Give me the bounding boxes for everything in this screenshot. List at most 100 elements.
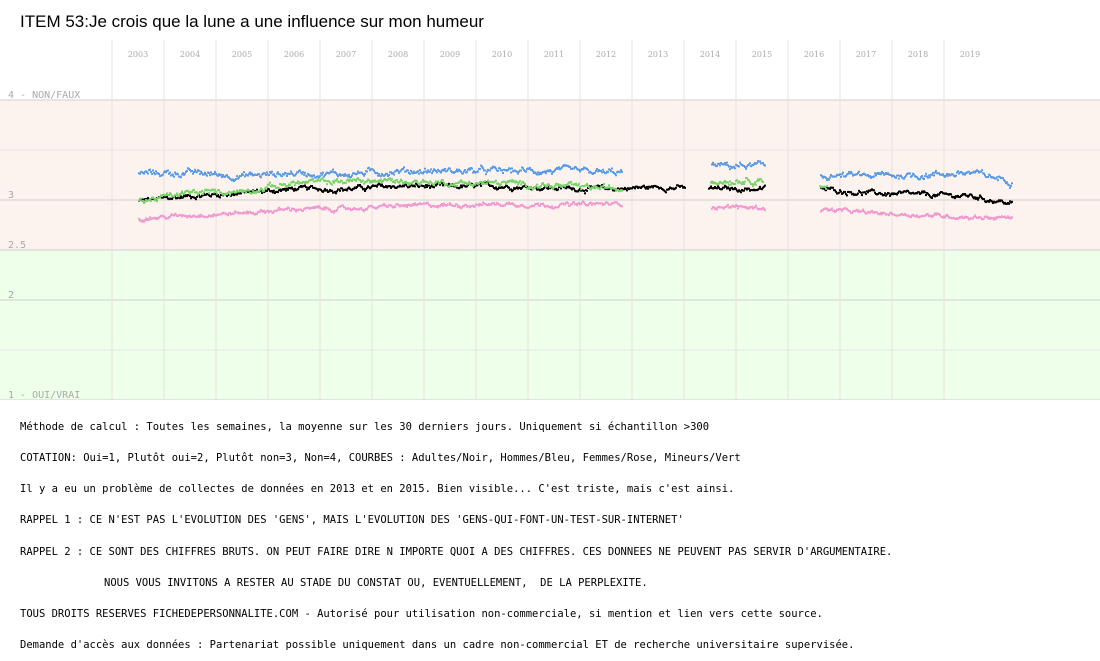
data-point [378, 173, 380, 175]
data-point [510, 171, 512, 174]
data-point [762, 162, 764, 165]
note-data-access: Demande d'accès aux données : Partenaria… [20, 639, 855, 652]
data-point [186, 195, 188, 198]
data-point [497, 187, 499, 190]
data-point [932, 215, 934, 217]
data-point [404, 205, 406, 208]
data-point [472, 185, 474, 188]
data-point [245, 191, 247, 194]
data-point [380, 184, 382, 187]
data-point [830, 174, 832, 176]
data-point [744, 180, 746, 183]
data-point [746, 188, 748, 191]
data-point [599, 188, 601, 191]
data-point [273, 189, 275, 192]
data-point [311, 179, 313, 182]
data-point [531, 168, 533, 171]
data-point [542, 202, 544, 205]
data-point [933, 174, 935, 177]
data-point [359, 179, 361, 181]
data-point [400, 169, 402, 172]
data-point [829, 187, 831, 190]
x-tick-label: 2008 [388, 50, 408, 59]
data-point [933, 213, 935, 216]
data-point [238, 190, 240, 193]
data-point [553, 186, 555, 189]
data-point [626, 189, 628, 192]
data-point [334, 190, 336, 193]
data-point [166, 195, 168, 198]
series-femmes [138, 200, 1013, 223]
data-point [725, 163, 727, 166]
data-point [186, 216, 188, 219]
data-point [934, 171, 936, 174]
data-point [549, 169, 551, 172]
data-point [393, 173, 395, 176]
data-point [864, 191, 866, 194]
data-point [518, 181, 520, 184]
data-point [566, 184, 568, 186]
data-point [242, 212, 244, 215]
data-point [447, 168, 449, 171]
data-point [197, 215, 199, 218]
x-tick-label: 2018 [908, 50, 928, 59]
data-point [452, 184, 454, 187]
data-point [324, 188, 326, 191]
data-point [621, 205, 623, 208]
data-point [898, 177, 900, 180]
data-point [927, 213, 929, 216]
x-tick-label: 2013 [648, 50, 668, 59]
data-point [360, 207, 362, 210]
data-point [520, 169, 522, 172]
data-point [244, 175, 246, 178]
data-point [251, 192, 253, 195]
data-point [154, 199, 156, 202]
data-point [584, 192, 586, 195]
data-point [734, 183, 736, 185]
data-point [231, 193, 233, 196]
data-point [933, 193, 935, 196]
data-point [579, 170, 581, 173]
data-point [423, 185, 425, 188]
data-point [533, 204, 535, 207]
data-point [665, 191, 667, 194]
data-point [590, 201, 592, 204]
data-point [532, 170, 534, 173]
data-point [233, 212, 235, 215]
data-point [623, 188, 625, 191]
data-point [724, 162, 726, 164]
data-point [759, 185, 761, 188]
data-point [204, 171, 206, 174]
data-point [571, 202, 573, 205]
data-point [418, 186, 420, 188]
data-point [997, 179, 999, 182]
data-point [268, 183, 270, 186]
data-point [294, 209, 296, 212]
data-point [580, 203, 582, 205]
data-point [607, 202, 609, 205]
data-point [213, 191, 215, 194]
data-point [883, 194, 885, 197]
data-point [737, 190, 739, 193]
data-point [247, 174, 249, 177]
data-point [390, 179, 392, 182]
data-point [711, 207, 713, 210]
data-point [346, 174, 348, 177]
data-point [625, 188, 627, 191]
data-point [920, 192, 922, 195]
data-point [465, 181, 467, 184]
data-point [290, 170, 292, 173]
data-point [1008, 184, 1010, 187]
data-point [537, 202, 539, 205]
data-point [540, 173, 542, 175]
data-point [296, 182, 298, 185]
data-point [723, 207, 725, 210]
data-point [286, 175, 288, 177]
data-point [459, 186, 461, 189]
data-point [287, 185, 289, 188]
data-point [841, 209, 843, 212]
data-point [858, 170, 860, 173]
data-point [249, 171, 251, 174]
data-point [935, 169, 937, 172]
data-point [198, 192, 200, 195]
